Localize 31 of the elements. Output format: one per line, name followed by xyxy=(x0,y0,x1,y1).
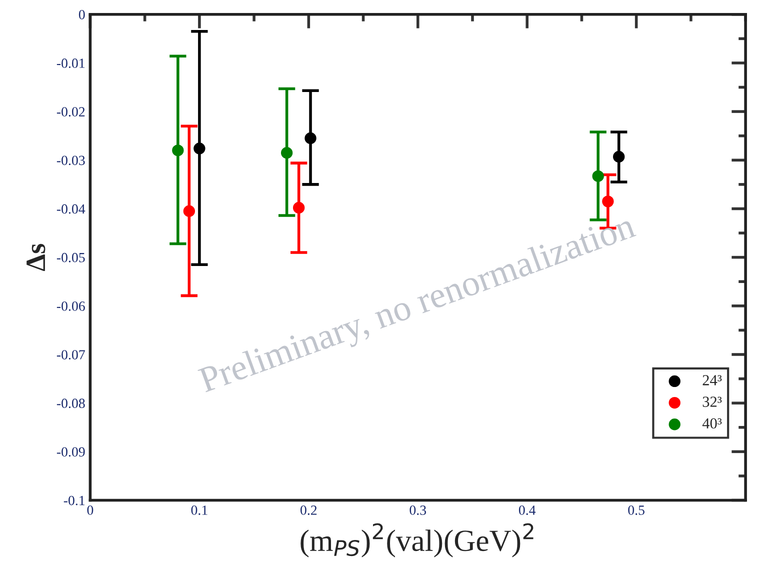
x-tick-label: 0 xyxy=(87,506,94,515)
y-tick-label: -0.02 xyxy=(56,107,85,117)
legend-label: 24³ xyxy=(702,375,722,386)
point xyxy=(172,144,184,156)
point xyxy=(592,170,604,182)
point xyxy=(280,147,293,159)
point xyxy=(194,142,206,154)
y-tick-label: -0.06 xyxy=(56,301,85,311)
y-tick-label: -0.05 xyxy=(56,252,85,262)
legend-label: 40³ xyxy=(702,418,722,429)
y-axis-title: Δs xyxy=(26,244,46,272)
x-tick-label: 0.4 xyxy=(518,506,536,515)
legend-label: 32³ xyxy=(702,396,722,407)
point xyxy=(304,132,316,144)
y-tick-label: -0.04 xyxy=(56,204,86,214)
point xyxy=(292,202,305,214)
point xyxy=(602,196,614,208)
x-tick-label: 0.1 xyxy=(191,506,208,515)
y-tick-label: -0.03 xyxy=(56,156,85,166)
x-tick-label: 0.3 xyxy=(410,506,426,515)
point xyxy=(613,150,625,163)
y-tick-label: 0 xyxy=(78,10,85,20)
x-tick-label: 0.5 xyxy=(628,506,644,515)
y-tick-label: -0.09 xyxy=(56,447,85,457)
point xyxy=(183,205,196,217)
y-tick-label: -0.08 xyxy=(56,398,85,408)
x-tick-label: 0.2 xyxy=(300,506,317,515)
y-tick-label: -0.1 xyxy=(64,496,85,506)
x-axis-title: (m$_{PS}$)$^{2}$(val)(GeV)$^{2}$ xyxy=(300,523,534,558)
y-tick-label: -0.07 xyxy=(56,350,85,360)
y-tick-label: -0.01 xyxy=(56,58,85,68)
